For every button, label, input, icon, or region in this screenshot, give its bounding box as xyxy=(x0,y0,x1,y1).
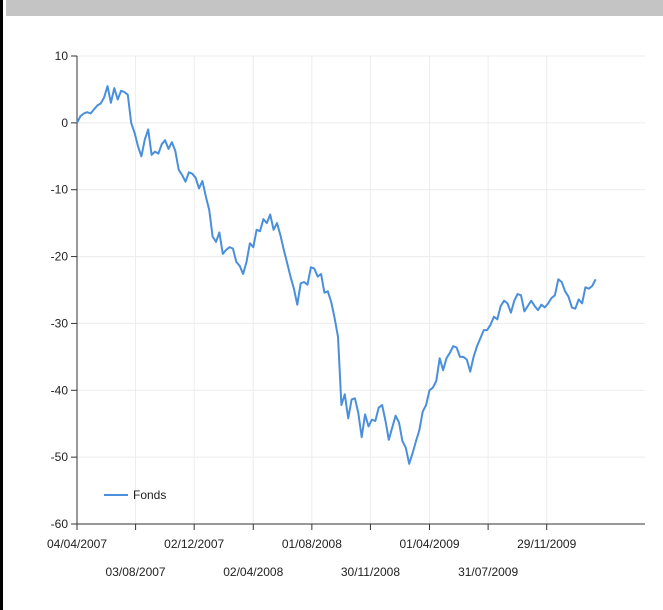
x-tick-label: 29/11/2009 xyxy=(517,537,576,551)
window-titlebar xyxy=(6,0,663,16)
y-tick-label: -40 xyxy=(51,383,69,397)
chart-legend: Fonds xyxy=(104,488,166,502)
series-group xyxy=(76,85,597,465)
series-line-fonds xyxy=(76,85,597,465)
x-tick-label: 01/04/2009 xyxy=(399,537,459,551)
y-tick-label: 0 xyxy=(61,116,68,130)
y-tick-label: -50 xyxy=(51,450,69,464)
chart-grid xyxy=(76,55,645,525)
x-tick-label: 03/08/2007 xyxy=(106,565,166,579)
legend-label: Fonds xyxy=(133,488,166,502)
x-tick-label: 01/08/2008 xyxy=(282,537,342,551)
x-tick-label: 31/07/2009 xyxy=(458,565,518,579)
x-tick-label: 02/12/2007 xyxy=(164,537,224,551)
y-tick-label: -10 xyxy=(51,183,69,197)
y-tick-label: 10 xyxy=(55,49,69,63)
x-tick-label: 04/04/2007 xyxy=(47,537,107,551)
x-tick-label: 30/11/2008 xyxy=(341,565,400,579)
chart-axes xyxy=(76,56,645,525)
y-axis-ticks: 10 0 -10 -20 -30 -40 -50 -60 xyxy=(51,49,77,531)
x-tick-label: 02/04/2008 xyxy=(223,565,283,579)
y-tick-label: -30 xyxy=(51,316,69,330)
y-tick-label: -20 xyxy=(51,250,69,264)
y-tick-label: -60 xyxy=(51,517,69,531)
x-axis-ticks: 04/04/2007 02/12/2007 01/08/2008 01/04/2009… xyxy=(47,524,577,579)
